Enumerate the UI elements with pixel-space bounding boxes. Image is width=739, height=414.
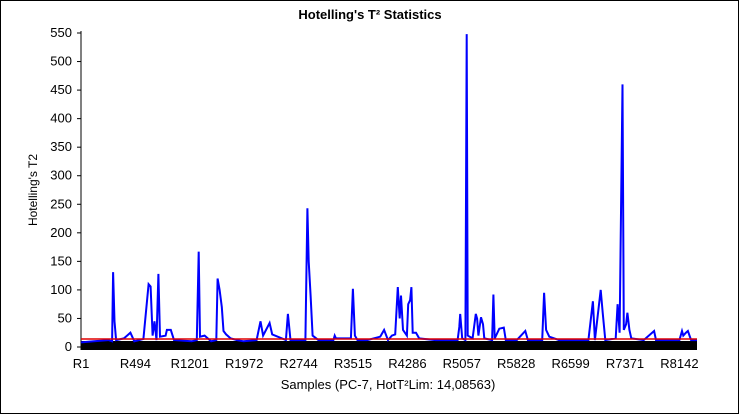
y-tick-label: 250 [50,196,72,211]
y-tick-label: 450 [50,82,72,97]
x-tick-label: R4286 [388,356,426,371]
x-tick-label: R3515 [334,356,372,371]
series-line [81,34,697,344]
x-tick-label: R1201 [171,356,209,371]
x-tick-label: R494 [120,356,151,371]
x-tick-label: R5057 [443,356,481,371]
chart-title: Hotelling's T² Statistics [298,7,441,22]
x-tick-label: R1 [73,356,90,371]
y-tick-label: 550 [50,25,72,40]
x-tick-label: R6599 [551,356,589,371]
x-tick-label: R2744 [279,356,317,371]
baseline-band [81,341,697,350]
y-tick-label: 0 [65,339,72,354]
plot-area [81,34,697,350]
y-tick-label: 100 [50,282,72,297]
x-axis: R1 R494 R1201 R1972 R2744 R3515 R4286 R5057 R582… [73,356,699,371]
x-tick-label: R5828 [497,356,535,371]
x-tick-label: R7371 [606,356,644,371]
y-axis: 0 50 100 150 200 250 300 350 400 450 500 550 [50,25,82,354]
y-axis-label: Hotelling's T2 [26,154,40,226]
x-tick-label: R1972 [225,356,263,371]
y-tick-label: 200 [50,225,72,240]
x-tick-label: R8142 [660,356,698,371]
y-tick-label: 300 [50,168,72,183]
x-axis-label: Samples (PC-7, HotT²Lim: 14,08563) [281,377,496,392]
y-tick-label: 350 [50,139,72,154]
y-tick-label: 150 [50,253,72,268]
y-tick-label: 50 [58,310,72,325]
y-tick-label: 500 [50,54,72,69]
y-tick-label: 400 [50,111,72,126]
